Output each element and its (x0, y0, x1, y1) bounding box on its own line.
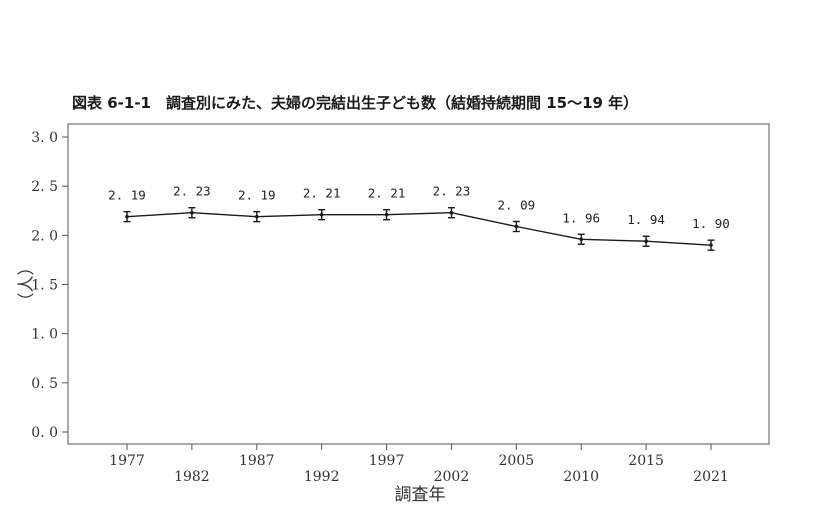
data-point (579, 237, 584, 242)
data-label: 2. 09 (498, 197, 536, 212)
data-label: 1. 90 (692, 216, 730, 231)
data-label: 2. 19 (108, 188, 146, 203)
data-label: 2. 19 (238, 188, 276, 203)
x-tick-label: 1977 (109, 453, 145, 469)
data-point (449, 210, 454, 215)
y-tick-label: 0. 0 (31, 425, 58, 441)
x-axis-label: 調査年 (395, 485, 446, 505)
data-label: 1. 96 (562, 210, 600, 225)
data-label: 2. 21 (368, 186, 406, 201)
y-tick-label: 0. 5 (31, 376, 58, 392)
data-point (190, 210, 194, 215)
chart-title: 図表 6-1-1 調査別にみた、夫婦の完結出生子ども数（結婚持続期間 15～19… (72, 94, 639, 112)
data-point (319, 212, 324, 217)
x-tick-label: 2021 (693, 469, 729, 485)
series-line (126, 211, 712, 246)
data-label: 1. 94 (627, 212, 665, 227)
y-tick-label: 2. 0 (31, 228, 58, 244)
data-point (254, 214, 259, 219)
y-tick-label: 2. 5 (31, 179, 58, 195)
data-label: 2. 23 (433, 184, 471, 199)
x-tick-label: 1982 (174, 469, 210, 485)
y-axis-label: （人） (17, 259, 37, 310)
x-tick-label: 2015 (628, 453, 664, 469)
x-tick-label: 2010 (563, 469, 599, 485)
data-point (125, 214, 129, 219)
data-point (709, 243, 713, 247)
plot-frame (67, 123, 770, 445)
x-tick-label: 2005 (499, 453, 535, 469)
x-tick-label: 1997 (369, 453, 405, 469)
data-point (644, 239, 648, 244)
x-tick-label: 1987 (239, 453, 275, 469)
y-tick-label: 1. 5 (31, 278, 58, 294)
x-tick-label: 2002 (434, 469, 470, 485)
data-label: 2. 23 (173, 184, 211, 199)
data-point (514, 224, 519, 229)
x-tick-label: 1992 (304, 469, 340, 485)
y-tick-label: 3. 0 (31, 130, 58, 146)
data-point (384, 212, 389, 217)
y-tick-label: 1. 0 (31, 327, 58, 343)
data-label: 2. 21 (303, 186, 341, 201)
